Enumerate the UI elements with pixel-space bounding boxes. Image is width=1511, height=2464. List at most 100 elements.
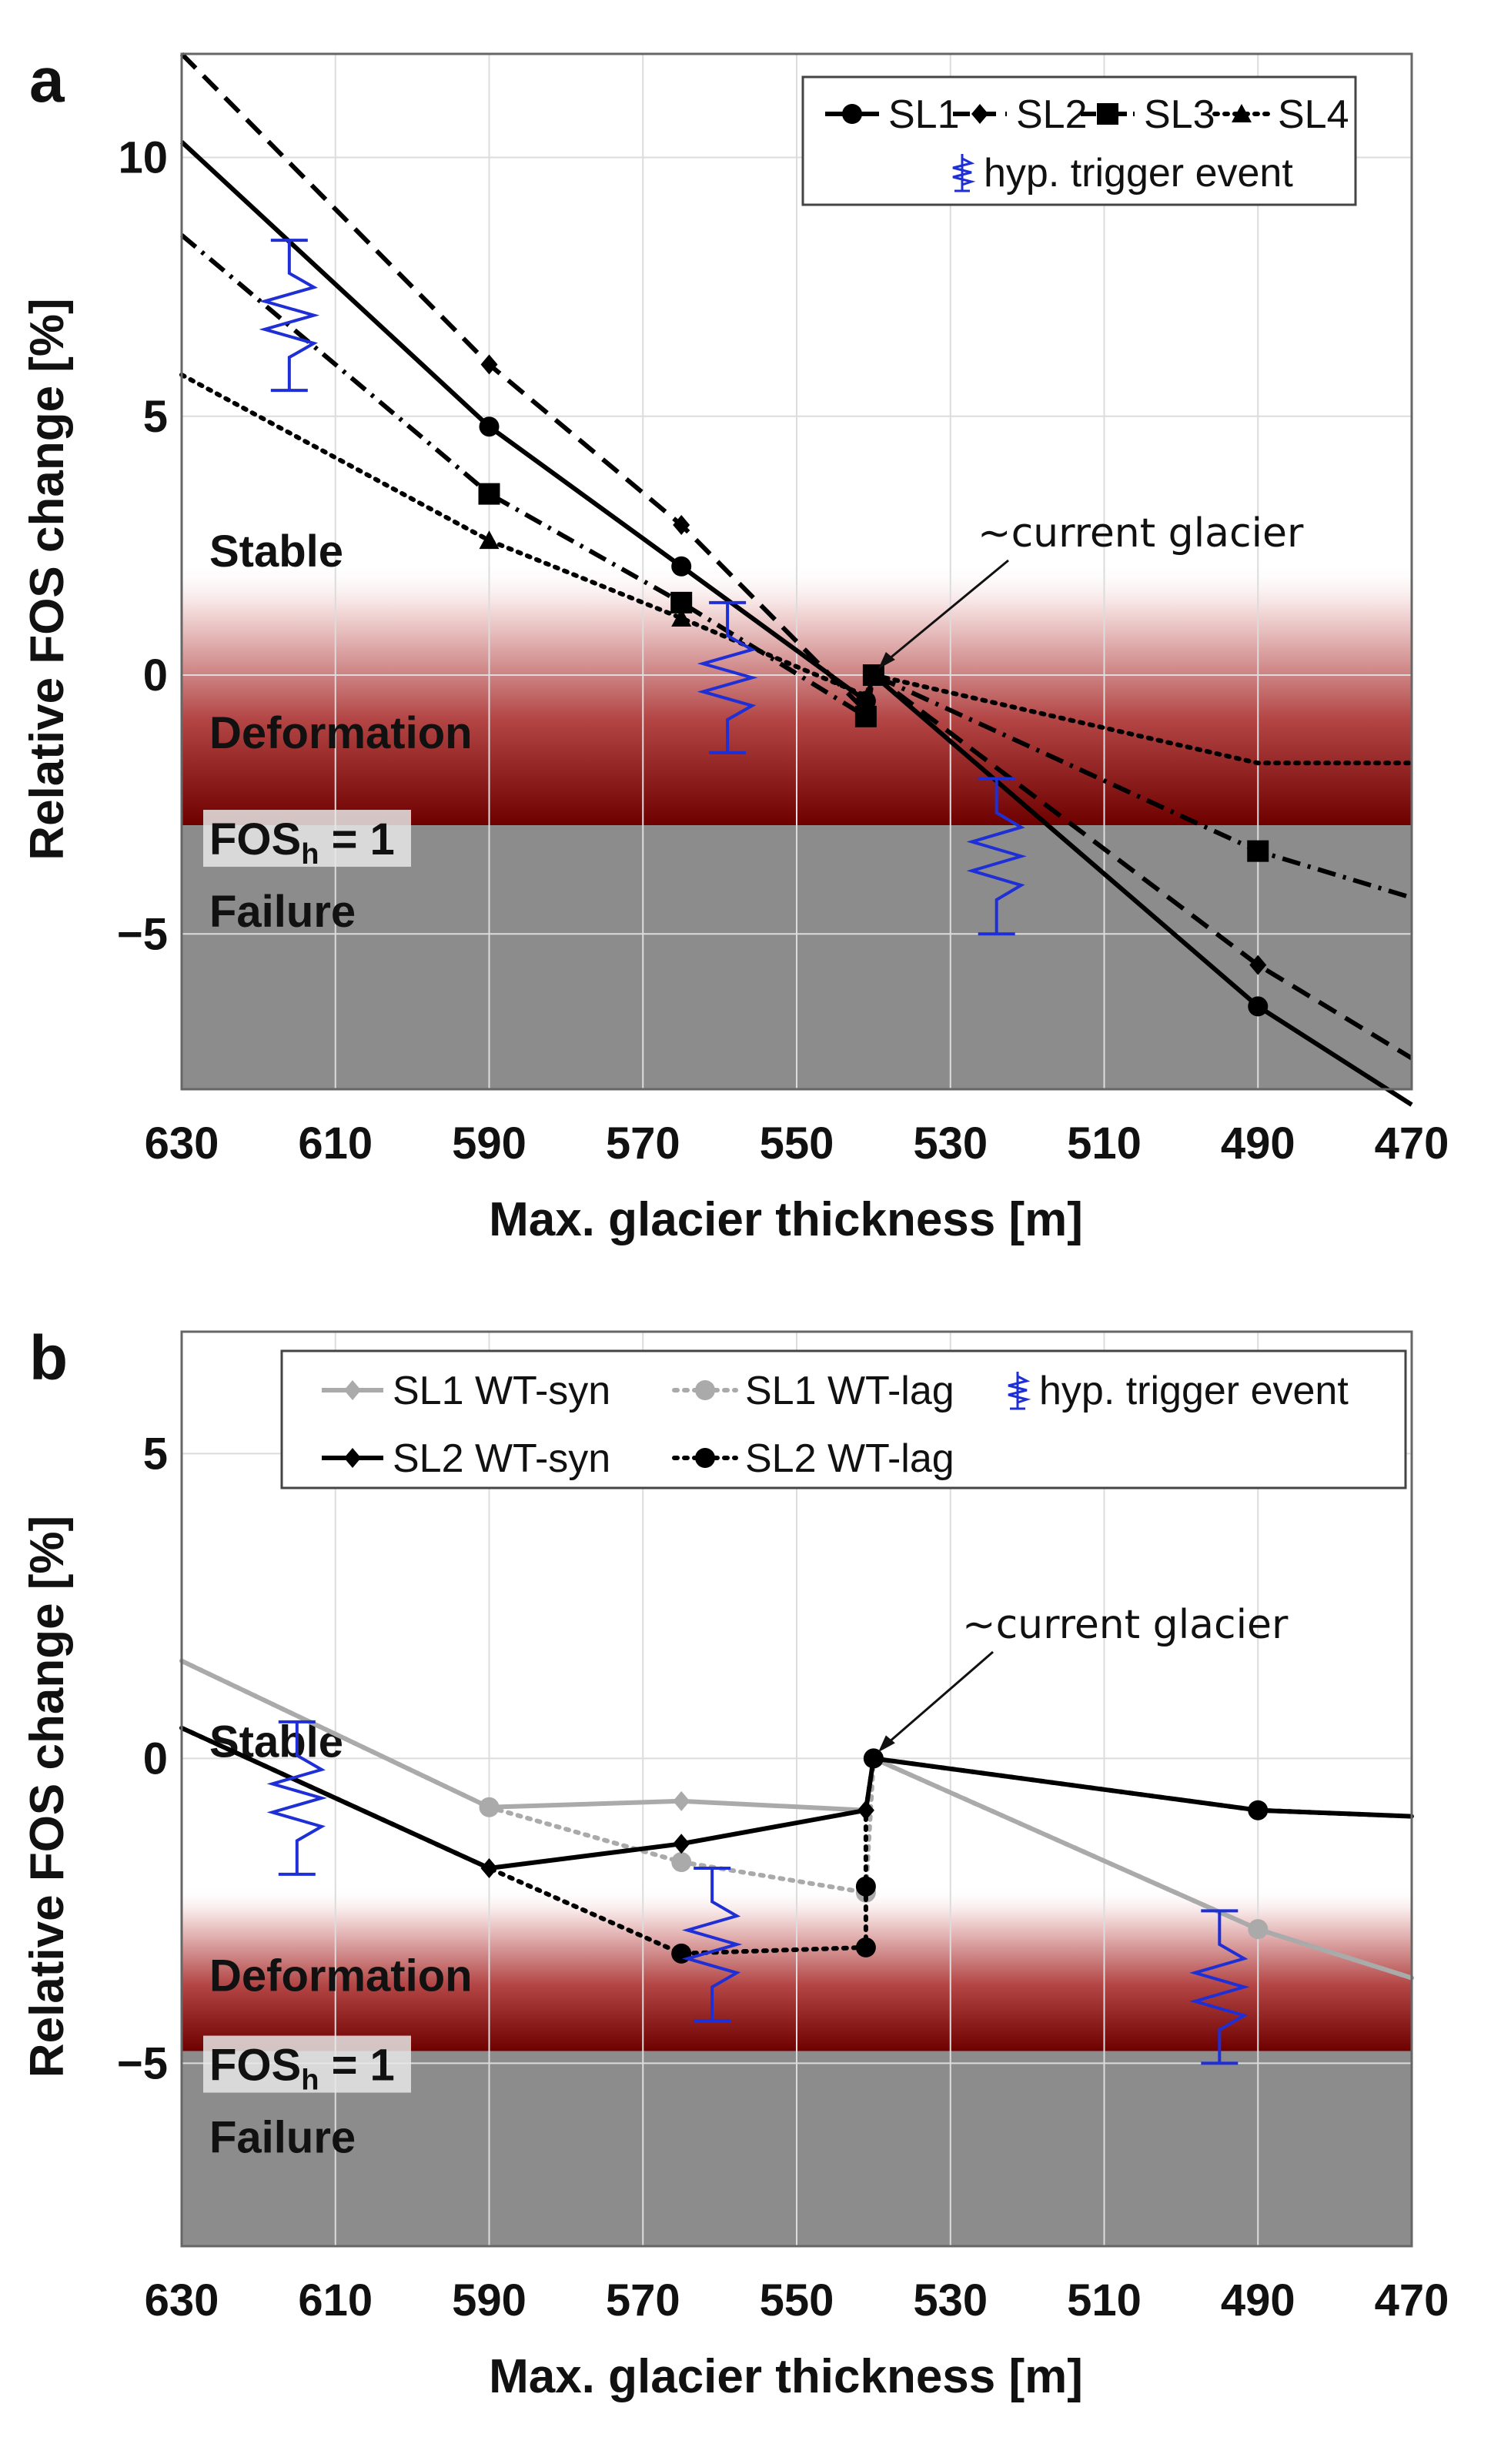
data-point (1249, 955, 1267, 975)
data-point (479, 416, 500, 437)
x-tick-label: 550 (760, 1118, 834, 1168)
x-tick-label: 470 (1375, 2275, 1449, 2325)
legend: SL1 SL2 SL3 SL4 hyp. trigger event (801, 75, 1357, 206)
x-tick-label: 630 (145, 2275, 219, 2325)
y-tick-label: 5 (143, 392, 168, 442)
trigger-zigzag (266, 1721, 328, 1874)
panel-a: Stable Deformation FOSh = 1 Failure ~current… (21, 45, 1449, 1246)
annotation-arrow (883, 559, 1009, 664)
data-point (671, 556, 692, 577)
legend-box (801, 75, 1357, 206)
legend-marker (344, 1380, 361, 1400)
legend-trigger-icon (1008, 1372, 1031, 1410)
annotation-text: ~current glacier (962, 1602, 1289, 1648)
plot-frame (180, 1330, 1413, 2248)
x-tick-label: 550 (760, 2275, 834, 2325)
data-point (854, 705, 877, 727)
stable-zone-label: Stable (209, 1717, 343, 1767)
trigger-event (697, 600, 758, 754)
x-tick-label: 490 (1221, 2275, 1295, 2325)
failure-zone-label: Failure (209, 887, 356, 937)
y-tick-label: 10 (118, 133, 168, 183)
fos-label-box (203, 810, 411, 868)
legend-box (280, 1349, 1407, 1489)
x-tick-label: 510 (1067, 2275, 1142, 2325)
legend-trigger-icon (952, 154, 976, 192)
data-point (863, 1748, 884, 1769)
y-tick-label: −5 (117, 909, 168, 959)
plot-frame (180, 52, 1413, 1091)
trigger-event (266, 1720, 328, 1876)
y-tick-label: 0 (143, 650, 168, 700)
trigger-zigzag (697, 602, 758, 753)
data-point (671, 1943, 692, 1964)
x-tick-label: 510 (1067, 1118, 1142, 1168)
data-point (673, 1834, 690, 1854)
data-point (855, 1937, 876, 1957)
fos-label-box (203, 2035, 411, 2093)
legend-marker (1097, 103, 1118, 125)
fos-label: FOSh = 1 (209, 2041, 395, 2097)
panel-label: b (29, 1323, 68, 1393)
annotation-arrowhead (878, 652, 895, 669)
legend-marker (1232, 104, 1252, 122)
annotation-text: ~current glacier (978, 510, 1304, 557)
data-point (479, 530, 500, 550)
legend-label: SL1 (888, 92, 960, 137)
y-tick-label: 5 (143, 1429, 168, 1479)
legend-marker (344, 1448, 361, 1468)
data-point (1248, 1919, 1269, 1940)
annotation-arrow (883, 1650, 994, 1747)
y-tick-label: −5 (117, 2038, 168, 2088)
legend-label: SL4 (1278, 92, 1349, 137)
x-tick-label: 610 (298, 1118, 373, 1168)
x-tick-label: 490 (1221, 1118, 1295, 1168)
data-point (673, 514, 690, 535)
trigger-event (966, 777, 1027, 936)
legend-trigger-label: hyp. trigger event (1039, 1369, 1349, 1413)
legend-trigger-label: hyp. trigger event (984, 151, 1293, 196)
y-tick-label: 0 (143, 1733, 168, 1784)
stable-zone-label: Stable (209, 527, 343, 577)
data-point (1248, 1800, 1269, 1820)
legend-marker (695, 1380, 715, 1400)
data-point (855, 1876, 876, 1897)
data-point (1248, 996, 1269, 1017)
annotation-arrowhead (878, 1735, 895, 1753)
legend-marker (842, 104, 862, 124)
legend-label: SL2 WT-syn (393, 1436, 610, 1481)
x-tick-label: 470 (1375, 1118, 1449, 1168)
legend-label: SL2 (1016, 92, 1088, 137)
legend: SL1 WT-syn SL1 WT-lag SL2 WT-syn SL2 WT-lag… (280, 1349, 1407, 1489)
x-tick-label: 630 (145, 1118, 219, 1168)
panel-b: Stable Deformation FOSh = 1 Failure ~current… (21, 1323, 1449, 2403)
fos-label: FOSh = 1 (209, 814, 395, 871)
x-axis-label: Max. glacier thickness [m] (489, 1193, 1083, 1246)
deformation-zone-label: Deformation (209, 1951, 473, 2001)
data-point (479, 1797, 500, 1817)
data-point (480, 354, 498, 375)
x-tick-label: 590 (452, 2275, 527, 2325)
legend-label: SL2 WT-lag (745, 1436, 954, 1481)
legend-marker (971, 104, 988, 124)
deformation-zone-label: Deformation (209, 708, 473, 758)
series-sl4 (179, 372, 1414, 766)
x-axis-label: Max. glacier thickness [m] (489, 2350, 1083, 2403)
data-point (671, 1852, 692, 1873)
x-tick-label: 590 (452, 1118, 527, 1168)
x-tick-label: 570 (606, 1118, 680, 1168)
x-tick-label: 530 (913, 1118, 988, 1168)
legend-marker (695, 1448, 715, 1468)
trigger-zigzag (681, 1867, 743, 2021)
y-axis-label: Relative FOS change [%] (21, 1516, 74, 2078)
data-point (673, 1790, 690, 1811)
trigger-event (681, 1866, 743, 2022)
series-sl2-wt-lag (179, 1725, 1414, 1964)
x-tick-label: 610 (298, 2275, 373, 2325)
x-tick-label: 570 (606, 2275, 680, 2325)
trigger-event (259, 239, 320, 393)
trigger-zigzag (259, 240, 320, 391)
x-tick-label: 530 (913, 2275, 988, 2325)
data-point (1247, 840, 1269, 862)
